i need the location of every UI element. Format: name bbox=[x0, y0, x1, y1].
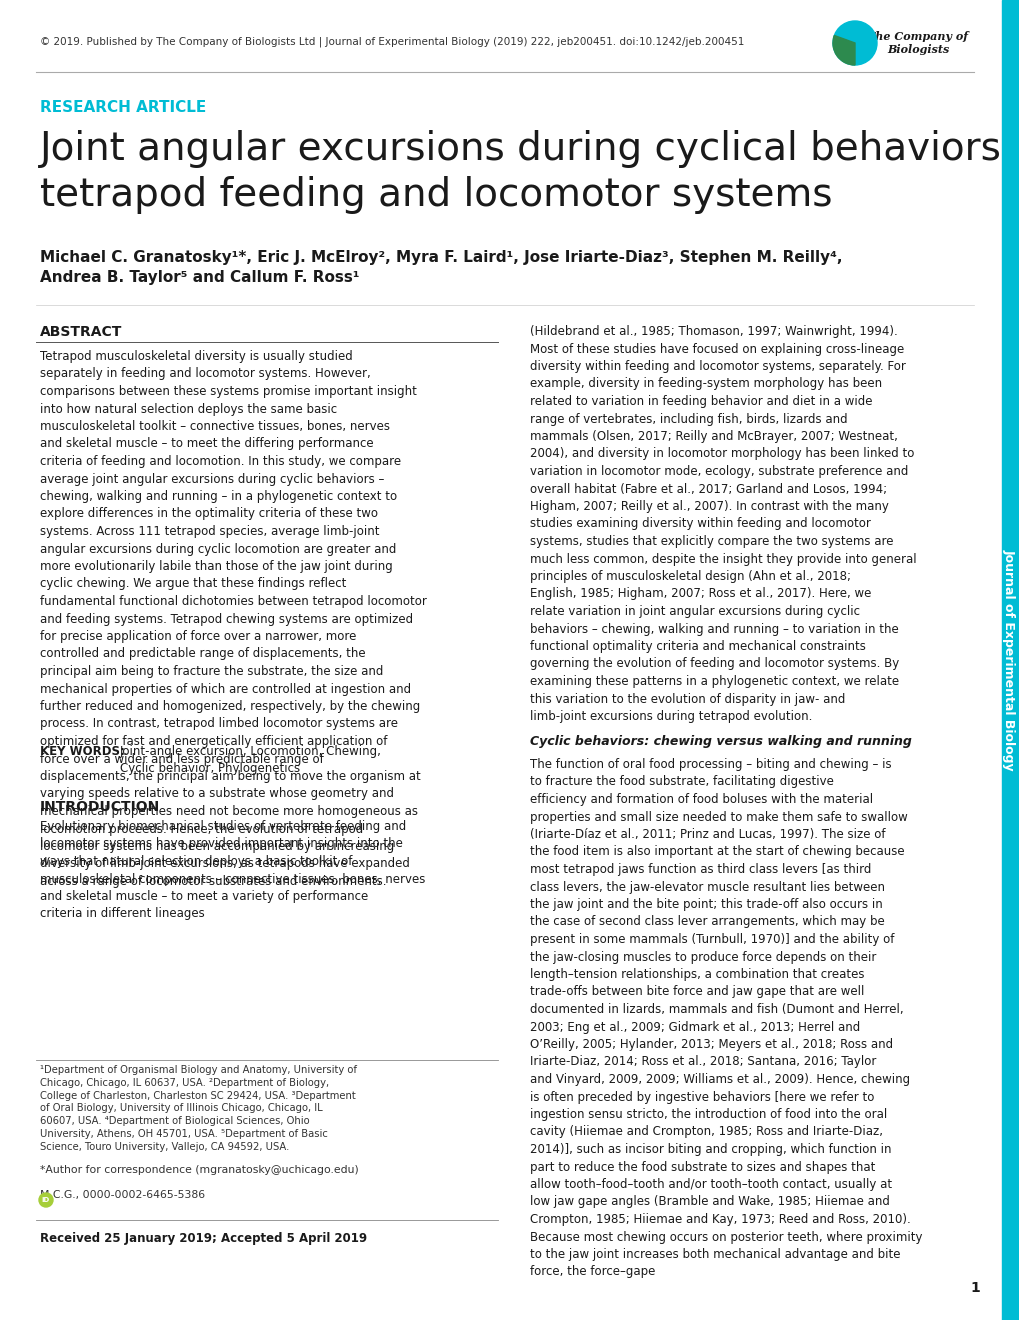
Text: The Company of
Biologists: The Company of Biologists bbox=[866, 32, 968, 55]
Bar bbox=[1001, 0, 1019, 1320]
Text: *Author for correspondence (mgranatosky@uchicago.edu): *Author for correspondence (mgranatosky@… bbox=[40, 1166, 359, 1175]
Wedge shape bbox=[833, 36, 854, 65]
Text: Journal of Experimental Biology: Journal of Experimental Biology bbox=[1002, 549, 1015, 771]
Text: KEY WORDS:: KEY WORDS: bbox=[40, 744, 124, 758]
Text: Joint angular excursions during cyclical behaviors differ between
tetrapod feedi: Joint angular excursions during cyclical… bbox=[40, 129, 1019, 214]
Bar bbox=[840, 15, 994, 70]
Circle shape bbox=[39, 1193, 53, 1206]
Text: INTRODUCTION: INTRODUCTION bbox=[40, 800, 160, 814]
Text: © 2019. Published by The Company of Biologists Ltd | Journal of Experimental Bio: © 2019. Published by The Company of Biol… bbox=[40, 37, 744, 48]
Text: RESEARCH ARTICLE: RESEARCH ARTICLE bbox=[40, 100, 206, 115]
Text: Joint-angle excursion, Locomotion, Chewing,
Cyclic behavior, Phylogenetics: Joint-angle excursion, Locomotion, Chewi… bbox=[120, 744, 381, 775]
Circle shape bbox=[833, 21, 876, 65]
Text: (Hildebrand et al., 1985; Thomason, 1997; Wainwright, 1994).
Most of these studi: (Hildebrand et al., 1985; Thomason, 1997… bbox=[530, 325, 916, 723]
Text: ABSTRACT: ABSTRACT bbox=[40, 325, 122, 339]
Text: The function of oral food processing – biting and chewing – is
to fracture the f: The function of oral food processing – b… bbox=[530, 758, 921, 1279]
Text: Tetrapod musculoskeletal diversity is usually studied
separately in feeding and : Tetrapod musculoskeletal diversity is us… bbox=[40, 350, 427, 888]
Text: 1: 1 bbox=[969, 1280, 979, 1295]
Text: ¹Department of Organismal Biology and Anatomy, University of
Chicago, Chicago, I: ¹Department of Organismal Biology and An… bbox=[40, 1065, 357, 1152]
Text: Cyclic behaviors: chewing versus walking and running: Cyclic behaviors: chewing versus walking… bbox=[530, 735, 911, 748]
Text: Received 25 January 2019; Accepted 5 April 2019: Received 25 January 2019; Accepted 5 Apr… bbox=[40, 1232, 367, 1245]
Text: Evolutionary biomechanical studies of vertebrate feeding and
locomotor systems h: Evolutionary biomechanical studies of ve… bbox=[40, 820, 425, 920]
Text: M.C.G., 0000-0002-6465-5386: M.C.G., 0000-0002-6465-5386 bbox=[40, 1191, 205, 1200]
Text: iD: iD bbox=[42, 1197, 50, 1203]
Text: Michael C. Granatosky¹*, Eric J. McElroy², Myra F. Laird¹, Jose Iriarte-Diaz³, S: Michael C. Granatosky¹*, Eric J. McElroy… bbox=[40, 249, 842, 285]
